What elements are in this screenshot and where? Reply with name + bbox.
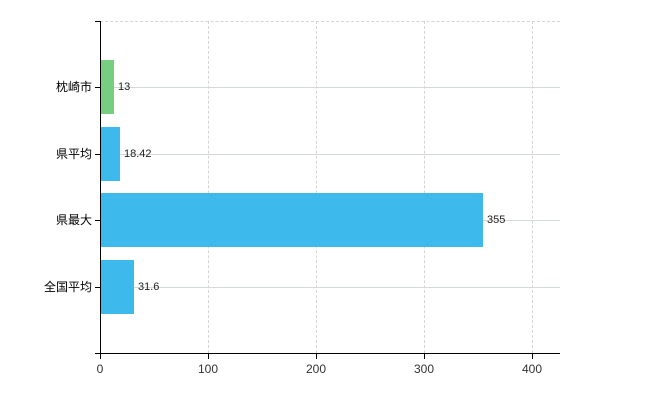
category-label: 県平均 (55, 147, 92, 161)
y-axis-tick (95, 87, 100, 88)
x-tick-label: 400 (521, 362, 543, 376)
x-tick-label: 100 (197, 362, 219, 376)
category-label: 県最大 (55, 213, 92, 227)
plot-top-border (100, 21, 560, 22)
bar-4[interactable] (100, 260, 134, 314)
value-label: 31.6 (138, 281, 160, 293)
x-axis-tick (100, 354, 101, 359)
y-axis (100, 21, 101, 354)
y-axis-tick (95, 287, 100, 288)
y-axis-tick (95, 220, 100, 221)
x-tick-label: 200 (305, 362, 327, 376)
gridline-vertical (316, 21, 317, 353)
x-axis-tick (316, 354, 317, 359)
y-axis-tick (95, 21, 100, 22)
x-tick-label: 300 (413, 362, 435, 376)
x-tick-label: 0 (96, 362, 104, 376)
bar-3[interactable] (100, 193, 483, 247)
gridline-vertical (208, 21, 209, 353)
value-label: 13 (118, 81, 131, 93)
value-label: 18.42 (124, 148, 152, 160)
gridline-horizontal (100, 154, 560, 155)
gridline-horizontal (100, 287, 560, 288)
gridline-vertical (532, 21, 533, 353)
value-label: 355 (487, 214, 506, 226)
gridline-vertical (424, 21, 425, 353)
x-axis-tick (208, 354, 209, 359)
bar-2[interactable] (100, 127, 120, 181)
y-axis-tick (95, 154, 100, 155)
gridline-horizontal (100, 87, 560, 88)
x-axis (95, 353, 560, 354)
category-label: 枕崎市 (55, 80, 92, 94)
bar-1[interactable] (100, 60, 114, 114)
x-axis-tick (532, 354, 533, 359)
x-axis-tick (424, 354, 425, 359)
category-label: 全国平均 (43, 280, 92, 294)
